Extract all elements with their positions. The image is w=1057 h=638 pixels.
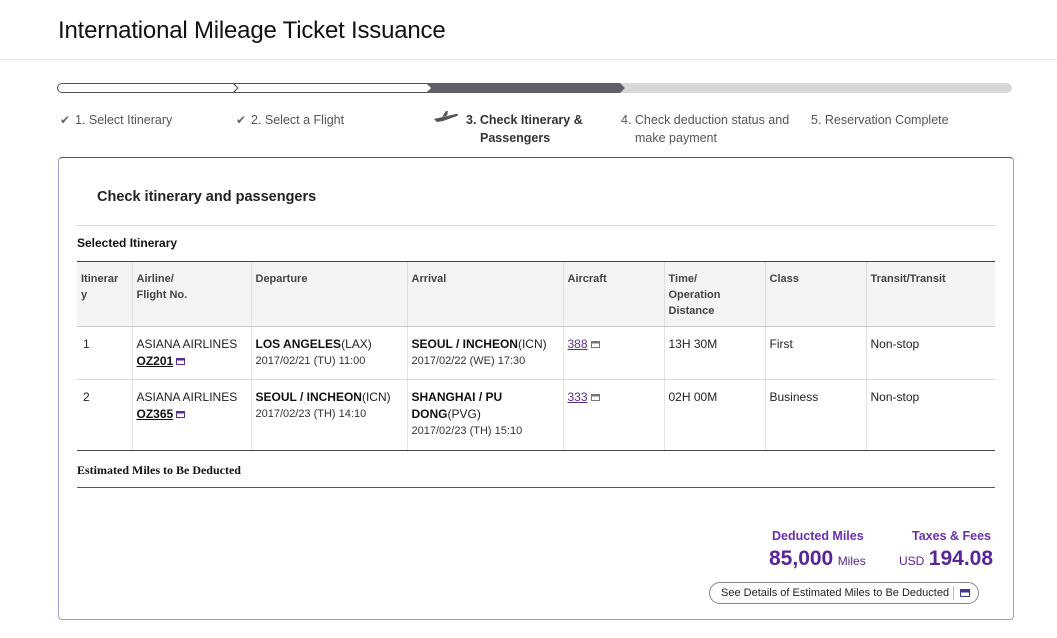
- step-1: ✔ 1. Select Itinerary: [60, 113, 173, 127]
- table-header-row: Itinerar y Airline/Flight No. Departure A…: [77, 261, 995, 327]
- arrival-cell: SEOUL / INCHEON(ICN) 2017/02/22 (WE) 17:…: [406, 326, 563, 380]
- airline-cell: ASIANA AIRLINES OZ201: [131, 326, 251, 380]
- page-title: International Mileage Ticket Issuance: [58, 17, 446, 44]
- step-bar-2: [233, 83, 433, 93]
- col-departure: Departure: [250, 261, 407, 327]
- title-divider: [0, 59, 1057, 60]
- table-row: 1 ASIANA AIRLINES OZ201 LOS ANGELES(LAX)…: [77, 326, 995, 380]
- arrival-cell: SHANGHAI / PU DONG(PVG) 2017/02/23 (TH) …: [406, 379, 563, 451]
- airline-name: ASIANA AIRLINES: [136, 390, 238, 404]
- see-details-button[interactable]: See Details of Estimated Miles to Be Ded…: [709, 582, 979, 604]
- step-progress: ✔ 1. Select Itinerary ✔ 2. Select a Flig…: [57, 83, 1012, 153]
- step-2: ✔ 2. Select a Flight: [236, 113, 345, 127]
- col-time: Time/Operation Distance: [663, 261, 765, 327]
- table-row: 2 ASIANA AIRLINES OZ365 SEOUL / INCHEON(…: [77, 379, 995, 451]
- step-4: 4. Check deduction status and make payme…: [621, 113, 790, 145]
- estimated-miles-title: Estimated Miles to Be Deducted: [77, 463, 241, 477]
- aircraft-cell: 388: [562, 326, 664, 380]
- step-bar-5: [809, 83, 1012, 93]
- transit-cell: Non-stop: [865, 326, 995, 380]
- check-icon: ✔: [236, 113, 247, 127]
- card-title: Check itinerary and passengers: [97, 189, 317, 205]
- step-progress-bar: [57, 83, 1012, 93]
- itinerary-number: 1: [77, 326, 132, 380]
- aircraft-link[interactable]: 388: [567, 337, 588, 351]
- flight-number-link[interactable]: OZ365: [136, 407, 174, 421]
- step-5: 5. Reservation Complete: [811, 113, 949, 127]
- deducted-miles-label: Deducted Miles: [772, 529, 864, 543]
- itinerary-table: Itinerar y Airline/Flight No. Departure A…: [77, 261, 995, 451]
- itinerary-number: 2: [77, 379, 132, 451]
- aircraft-cell: 333: [562, 379, 664, 451]
- deducted-miles-value: 85,000 Miles: [769, 547, 866, 570]
- flight-number-link[interactable]: OZ201: [136, 354, 174, 368]
- step-bar-4: [620, 83, 816, 93]
- col-class: Class: [764, 261, 866, 327]
- external-window-icon[interactable]: [590, 394, 600, 402]
- step-3: 3. Check Itinerary & Passengers: [434, 111, 583, 147]
- airplane-icon: [434, 111, 459, 122]
- time-cell: 13H 30M: [663, 326, 765, 380]
- col-arrival: Arrival: [406, 261, 563, 327]
- airline-cell: ASIANA AIRLINES OZ365: [131, 379, 251, 451]
- external-window-icon[interactable]: [176, 358, 186, 366]
- aircraft-link[interactable]: 333: [567, 390, 588, 404]
- card-divider: [77, 225, 995, 226]
- departure-cell: LOS ANGELES(LAX) 2017/02/21 (TU) 11:00: [250, 326, 407, 380]
- check-icon: ✔: [60, 113, 71, 127]
- taxes-fees-label: Taxes & Fees: [912, 529, 991, 543]
- col-transit: Transit/Transit: [865, 261, 995, 327]
- external-window-icon[interactable]: [590, 341, 600, 349]
- col-airline: Airline/Flight No.: [131, 261, 251, 327]
- class-cell: Business: [764, 379, 866, 451]
- step-bar-3: [427, 83, 627, 93]
- step-bar-1: [57, 83, 239, 93]
- departure-cell: SEOUL / INCHEON(ICN) 2017/02/23 (TH) 14:…: [250, 379, 407, 451]
- col-itinerary: Itinerar y: [77, 261, 132, 327]
- airline-name: ASIANA AIRLINES: [136, 337, 238, 351]
- estimated-miles-divider: [77, 487, 995, 488]
- taxes-fees-value: USD 194.08: [899, 547, 994, 570]
- itinerary-card: Check itinerary and passengers Selected …: [58, 157, 1014, 620]
- class-cell: First: [764, 326, 866, 380]
- selected-itinerary-title: Selected Itinerary: [77, 236, 178, 250]
- transit-cell: Non-stop: [865, 379, 995, 451]
- external-window-icon[interactable]: [176, 411, 186, 419]
- external-window-icon: [960, 589, 970, 597]
- col-aircraft: Aircraft: [562, 261, 664, 327]
- time-cell: 02H 00M: [663, 379, 765, 451]
